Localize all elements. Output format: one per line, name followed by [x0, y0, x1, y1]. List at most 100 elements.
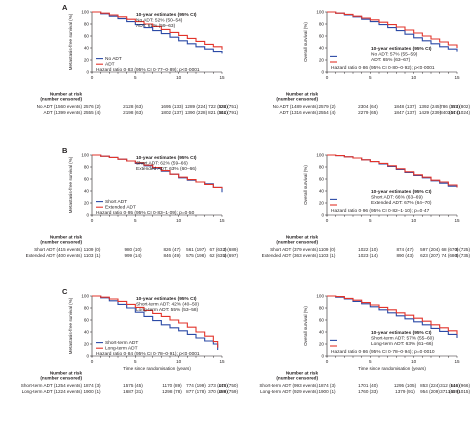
y-tick-label: 100	[316, 10, 324, 15]
x-tick-label: 5	[369, 75, 372, 80]
at-risk-value: 2555 (4)	[83, 110, 101, 115]
y-tick-label: 0	[86, 70, 89, 75]
at-risk-value: 1022 (10)	[358, 247, 378, 252]
at-risk-value: 1695 (133)	[161, 104, 184, 109]
estimate-line: No ADT: 52% (50–54)	[136, 18, 183, 24]
panel-label: C	[62, 287, 68, 296]
chart-panel-1: A 0 20 40 60 80 100 0 5 10 15 Metastasis-free survi…	[37, 3, 239, 115]
at-risk-row-label: Extended ADT (363 events)	[262, 253, 319, 258]
at-risk-row-label: Short-term ADT (993 events)	[259, 383, 318, 388]
at-risk-row-label: Short-term ADT (1254 events)	[21, 383, 83, 388]
at-risk-value: 1900 (1)	[318, 389, 336, 394]
at-risk-header: Number at risk	[50, 235, 83, 240]
y-tick-label: 40	[319, 189, 325, 194]
x-axis-label: Time since randomisation (years)	[358, 366, 426, 371]
at-risk-header: Number at risk	[286, 92, 319, 97]
y-tick-label: 80	[84, 165, 90, 170]
x-tick-label: 10	[176, 359, 182, 364]
series-line	[327, 154, 458, 188]
at-risk-value: 1848 (137)	[394, 104, 417, 109]
at-risk-value: 1109 (0)	[319, 247, 336, 252]
at-risk-subheader: (number censored)	[276, 376, 318, 381]
y-tick-label: 60	[319, 177, 325, 182]
at-risk-header: Number at risk	[286, 235, 319, 240]
at-risk-value: 2 (689)	[223, 247, 238, 252]
at-risk-value: 890 (43)	[396, 253, 414, 258]
at-risk-row-label: ADT (1399 events)	[44, 110, 83, 115]
x-tick-label: 10	[411, 218, 417, 223]
at-risk-value: 561 (197)	[186, 247, 206, 252]
at-risk-value: 1847 (137)	[394, 110, 417, 115]
at-risk-value: 840 (574)	[440, 110, 460, 115]
at-risk-value: 67 (632)	[209, 247, 227, 252]
y-tick-label: 0	[86, 213, 89, 218]
y-tick-label: 0	[321, 213, 324, 218]
at-risk-value: 1103 (1)	[84, 253, 101, 258]
at-risk-row-label: Long-term ADT (929 events)	[260, 389, 318, 394]
at-risk-row-label: ADT (1316 events)	[280, 110, 319, 115]
y-tick-label: 0	[321, 354, 324, 359]
x-tick-label: 5	[369, 359, 372, 364]
x-tick-label: 15	[219, 75, 225, 80]
chart-panel-3: B 0 20 40 60 80 100 0 5 10 15 Metastasis-free survi…	[26, 146, 239, 258]
at-risk-value: 8 (725)	[455, 247, 470, 252]
at-risk-row-label: Short ADT (415 events)	[34, 247, 82, 252]
at-risk-value: 1701 (40)	[358, 383, 378, 388]
x-tick-label: 15	[454, 218, 460, 223]
x-tick-label: 0	[91, 75, 94, 80]
chart-panel-2: 0 20 40 60 80 100 0 5 10 15 Overall survival (%) 10…	[273, 10, 471, 115]
series-line	[92, 295, 219, 348]
y-axis-label: Metastasis-free survival (%)	[68, 13, 73, 70]
at-risk-value: 2304 (64)	[358, 104, 378, 109]
at-risk-value: 2576 (2)	[83, 104, 101, 109]
at-risk-value: 597 (204)	[420, 247, 440, 252]
at-risk-value: 370 (488)	[208, 389, 228, 394]
y-tick-label: 20	[84, 342, 90, 347]
at-risk-value: 1900 (1)	[83, 389, 101, 394]
at-risk-value: 325 (751)	[218, 104, 238, 109]
y-tick-label: 80	[319, 306, 325, 311]
estimates-title: 10-year estimates (95% CI)	[371, 46, 432, 52]
x-tick-label: 10	[176, 75, 182, 80]
at-risk-value: 353 (802)	[450, 104, 470, 109]
at-risk-subheader: (number censored)	[40, 376, 82, 381]
at-risk-value: 1392 (245)	[419, 104, 442, 109]
series-line	[327, 11, 458, 48]
y-tick-label: 60	[84, 34, 90, 39]
x-tick-label: 15	[454, 359, 460, 364]
at-risk-header: Number at risk	[286, 371, 319, 376]
x-tick-label: 15	[219, 359, 225, 364]
at-risk-value: 1170 (89)	[162, 383, 182, 388]
y-tick-label: 0	[321, 70, 324, 75]
estimate-line: Long-term ADT: 55% (53–58)	[136, 307, 199, 313]
panel-label: B	[62, 146, 68, 155]
chart-panel-6: 0 20 40 60 80 100 0 5 10 15 Overall survival (%) Ti…	[259, 294, 470, 394]
series-line	[327, 154, 458, 188]
y-tick-label: 40	[319, 330, 325, 335]
x-tick-label: 10	[411, 359, 417, 364]
at-risk-value: 1802 (137)	[161, 110, 184, 115]
x-tick-label: 15	[219, 218, 225, 223]
at-risk-value: 6 (735)	[455, 253, 470, 258]
at-risk-value: 1379 (91)	[395, 389, 415, 394]
estimate-line: Short ADT: 62% (59–66)	[136, 161, 188, 167]
chart-panel-5: C 0 20 40 60 80 100 0 5 10 15 Metastasis-free survi…	[21, 287, 239, 394]
at-risk-value: 74 (680)	[441, 253, 459, 258]
at-risk-value: 68 (670)	[441, 247, 459, 252]
at-risk-subheader: (number censored)	[40, 240, 82, 245]
at-risk-value: 877 (178)	[186, 389, 206, 394]
at-risk-value: 1874 (3)	[83, 383, 101, 388]
y-tick-label: 60	[319, 34, 325, 39]
at-risk-value: 371 (629)	[440, 389, 460, 394]
panel-label: A	[62, 3, 68, 12]
x-tick-label: 5	[134, 75, 137, 80]
hazard-ratio: Hazard ratio 0·95 (95% CI 0·83–1·09); p=…	[96, 210, 195, 216]
at-risk-value: 999 (14)	[124, 253, 142, 258]
at-risk-subheader: (number censored)	[40, 97, 82, 102]
x-tick-label: 5	[134, 359, 137, 364]
y-tick-label: 100	[316, 294, 324, 299]
y-tick-label: 60	[319, 318, 325, 323]
at-risk-value: 2128 (63)	[123, 104, 143, 109]
y-tick-label: 60	[84, 177, 90, 182]
at-risk-value: 146 (966)	[450, 383, 470, 388]
